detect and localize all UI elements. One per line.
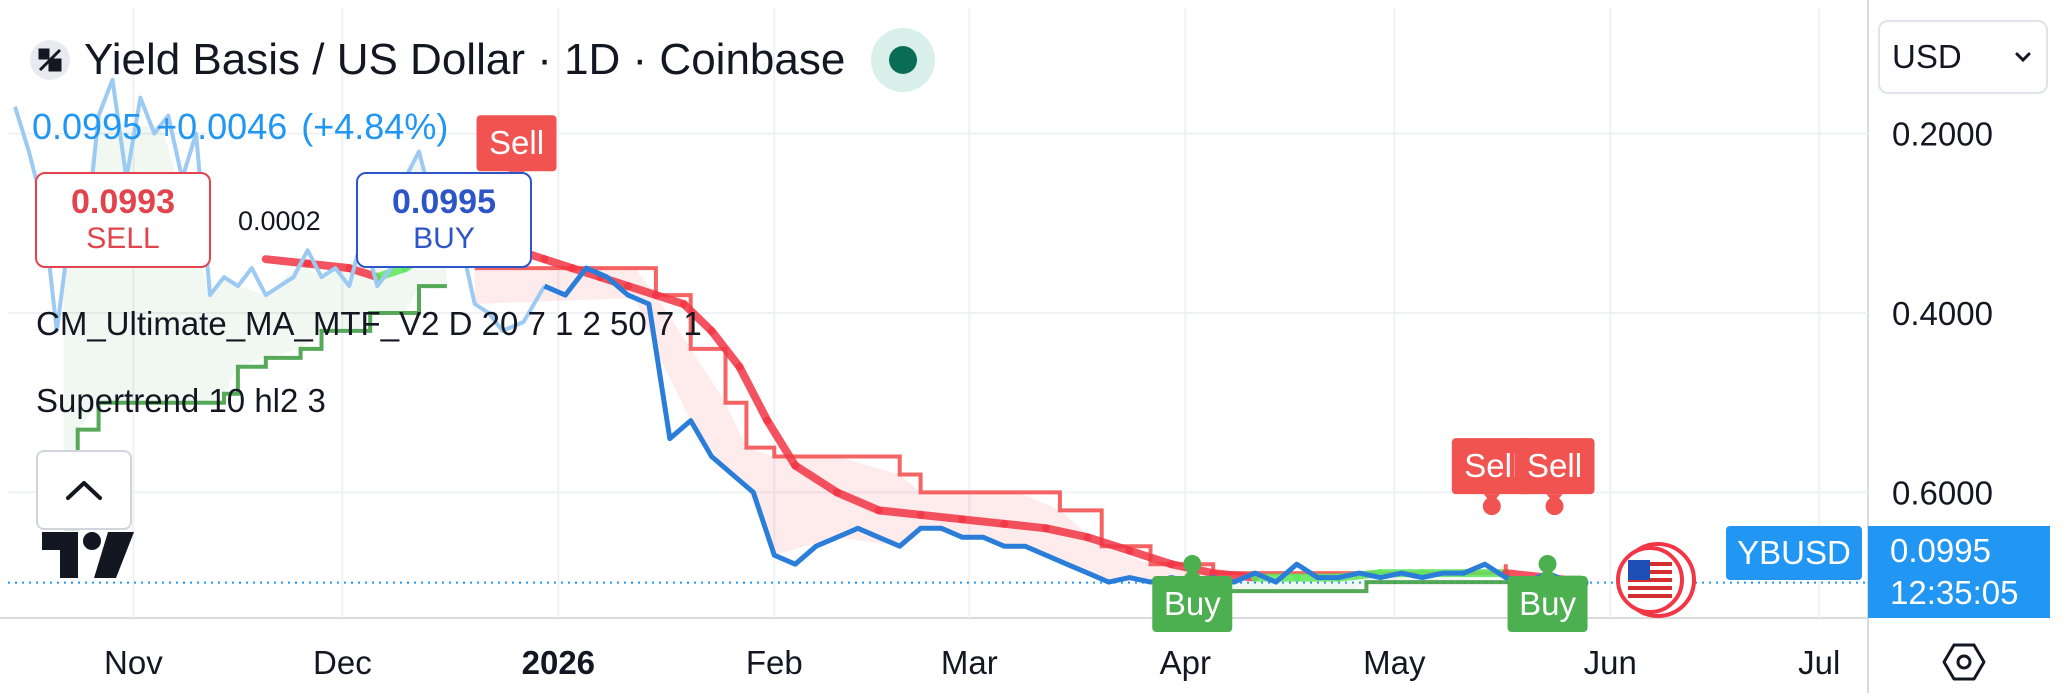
buy-signal-label: Buy: [1507, 555, 1588, 632]
indicator-ma-legend[interactable]: CM_Ultimate_MA_MTF_V2 D 20 7 1 2 50 7 1: [36, 305, 702, 342]
sell-signal-label: Sell: [1514, 438, 1595, 516]
buy-signal-text: Buy: [1164, 585, 1221, 622]
flag-stripe: [1628, 594, 1672, 598]
sell-signal-box: [1451, 438, 1532, 495]
ma-segment: [735, 362, 772, 425]
tradingview-logo-icon[interactable]: [42, 532, 134, 578]
symbol-header: Yield Basis / US Dollar · 1D · Coinbase: [30, 28, 936, 92]
sell-signal-dot: [1545, 497, 1564, 516]
flag-canton: [1628, 560, 1650, 580]
market-status-icon[interactable]: [871, 28, 936, 92]
ma-segment: [958, 515, 1009, 528]
price-line: [543, 265, 1583, 586]
ma-segment: [679, 300, 716, 335]
indicator-supertrend-legend[interactable]: Supertrend 10 hl2 3: [36, 382, 326, 419]
symbol-price-tag: YBUSD: [1726, 526, 1862, 580]
sell-button[interactable]: 0.0993 SELL: [35, 172, 211, 268]
buy-signal-dot: [1538, 555, 1557, 573]
current-price-value: 0.0995: [1890, 532, 1991, 569]
buy-price: 0.0995: [392, 183, 496, 221]
buy-signal-box: [1507, 576, 1588, 632]
buy-signal-text: Buy: [1519, 585, 1576, 622]
price-quote: 0.0995 +0.0046 (+4.84%): [32, 106, 462, 148]
x-tick-label: Apr: [1160, 644, 1211, 681]
y-tick-label: 0.2000: [1892, 116, 1993, 153]
ma-segment: [874, 506, 925, 519]
ma-segment: [651, 291, 688, 309]
ma-segment: [1125, 546, 1176, 569]
collapse-legend-button[interactable]: [36, 450, 132, 530]
y-tick-label: 0.6000: [1892, 474, 1993, 511]
buy-label: BUY: [413, 222, 475, 255]
chevron-up-icon: [66, 481, 102, 500]
current-price-tag: 0.0995 12:35:05: [1868, 526, 2050, 618]
ma-segment: [791, 461, 841, 497]
buy-signal-dot: [1183, 555, 1202, 573]
last-price: 0.0995: [32, 106, 143, 147]
ma-segment: [763, 416, 800, 470]
ma-segment: [707, 326, 744, 371]
buy-signal-pointer: [1539, 566, 1556, 576]
spread-value: 0.0002: [238, 206, 321, 236]
sell-signal-text: Sell: [489, 124, 544, 161]
chevron-down-icon: [2015, 52, 2031, 63]
bar-countdown: 12:35:05: [1890, 574, 2019, 611]
price-change-pct: (+4.84%): [301, 106, 449, 147]
ma-segment: [1041, 524, 1092, 542]
us-events-flag-icon: [1616, 542, 1696, 618]
flag-stripe: [1628, 586, 1672, 590]
ma-segment: [832, 488, 883, 515]
ma-segment: [540, 255, 577, 273]
chart-title[interactable]: Yield Basis / US Dollar · 1D · Coinbase: [84, 35, 846, 84]
chart-settings-icon[interactable]: [1942, 642, 1986, 682]
buy-button[interactable]: 0.0995 BUY: [356, 172, 532, 268]
sell-signal-text: Sell: [1527, 447, 1582, 484]
ma-segment: [1000, 519, 1050, 533]
x-tick-label: Dec: [313, 644, 372, 681]
x-tick-label: Nov: [104, 644, 163, 681]
symbol-logo-icon: [30, 40, 70, 80]
x-tick-label: Jul: [1798, 644, 1840, 681]
sell-signal-label: Sell: [1451, 438, 1532, 516]
supertrend-up-line: [63, 284, 447, 531]
currency-value: USD: [1892, 38, 1962, 75]
buy-signal-box: [1152, 576, 1233, 632]
price-change: +0.0046: [156, 106, 288, 147]
sell-label: SELL: [86, 222, 160, 255]
buy-signal-pointer: [1184, 566, 1201, 576]
x-tick-label: Mar: [941, 644, 998, 681]
ma-segment: [624, 282, 660, 300]
ma-segment: [916, 510, 967, 524]
x-tick-label: Feb: [746, 644, 803, 681]
sell-signal-dot: [1482, 497, 1501, 516]
ma-segment: [1083, 533, 1134, 555]
ma-segment: [568, 264, 605, 282]
sell-price: 0.0993: [71, 183, 175, 221]
buy-signal-label: Buy: [1152, 555, 1233, 632]
currency-select[interactable]: USD: [1878, 20, 2048, 94]
x-tick-label: Jun: [1584, 644, 1637, 681]
sell-signal-text: Sell: [1464, 447, 1519, 484]
x-tick-label: 2026: [522, 644, 595, 681]
sell-signal-box: [1514, 438, 1595, 495]
ma-segment: [373, 264, 410, 282]
sell-signal-box: [476, 115, 557, 172]
x-tick-label: May: [1363, 644, 1426, 681]
y-tick-label: 0.4000: [1892, 295, 1993, 332]
